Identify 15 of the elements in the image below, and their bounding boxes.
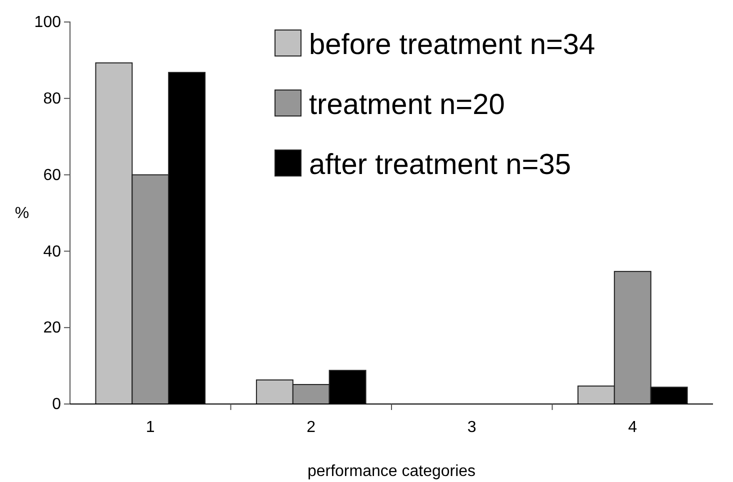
y-tick-label: 60 [43, 166, 62, 184]
y-tick-label: 80 [43, 90, 62, 108]
x-tick-label: 3 [467, 419, 476, 436]
x-tick-label: 1 [146, 419, 155, 436]
y-axis-title: % [14, 205, 30, 222]
y-tick-label: 20 [43, 320, 62, 337]
legend-label: treatment n=20 [309, 89, 505, 121]
legend-label: before treatment n=34 [309, 29, 596, 61]
x-axis-title: performance categories [307, 463, 476, 480]
y-tick-label: 0 [52, 396, 62, 414]
x-tick-label: 2 [306, 419, 316, 436]
x-tick-label: 4 [628, 419, 638, 436]
legend-label: after treatment n=35 [309, 149, 571, 181]
y-tick-label: 100 [34, 14, 62, 32]
y-tick-label: 40 [43, 243, 62, 260]
